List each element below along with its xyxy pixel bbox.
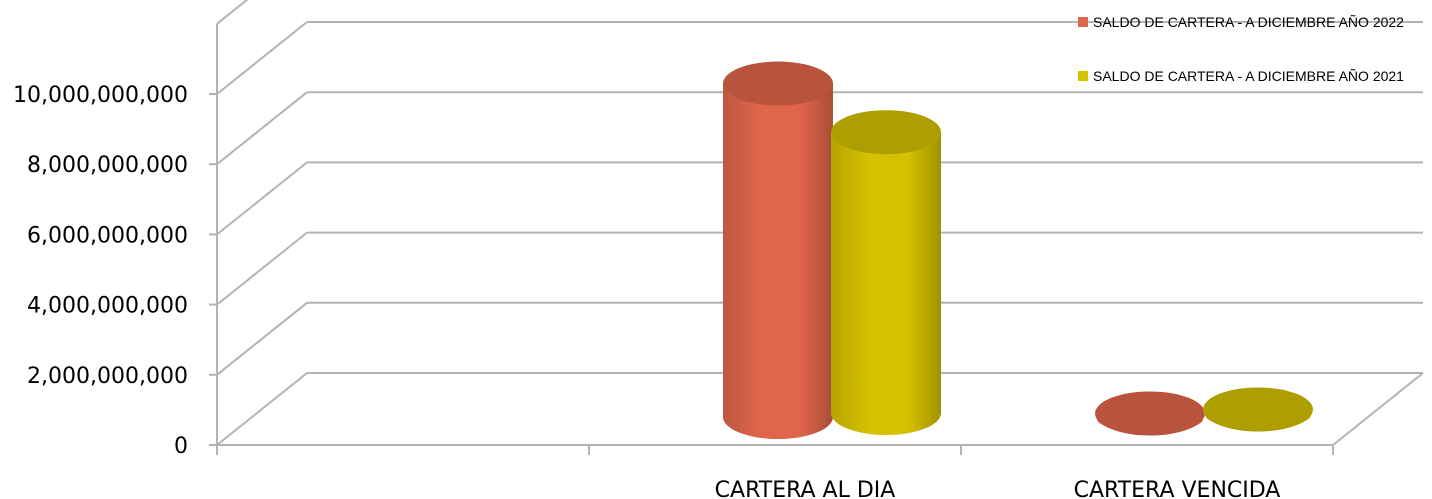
side-wall-line-top [216, 0, 249, 25]
legend-label-2021: SALDO DE CARTERA - A DICIEMBRE AÑO 2021 [1093, 68, 1404, 84]
bar-top-2-0 [1095, 391, 1205, 436]
bar-1-0 [723, 61, 833, 440]
y-tick-label-0: 0 [174, 434, 188, 459]
y-tick-label-1: 2,000,000,000 [27, 364, 188, 389]
legend: SALDO DE CARTERA - A DICIEMBRE AÑO 2022 … [1078, 14, 1404, 84]
y-tick-label-4: 8,000,000,000 [27, 153, 188, 178]
y-tick-label-3: 6,000,000,000 [27, 223, 188, 248]
side-wall-line-3 [216, 161, 308, 236]
side-wall-line-0 [216, 372, 308, 446]
legend-swatch-2021 [1078, 71, 1088, 81]
x-tick-label-2: CARTERA VENCIDA [1074, 478, 1281, 499]
bar-top-2-1 [1203, 387, 1313, 432]
bar-1-1 [831, 110, 941, 435]
legend-label-2022: SALDO DE CARTERA - A DICIEMBRE AÑO 2022 [1093, 14, 1404, 30]
x-tick-label-1: CARTERA AL DIA [715, 478, 896, 499]
bar-2-1 [1203, 387, 1313, 432]
bar-body-1-0 [723, 83, 833, 440]
side-wall-line-5 [216, 21, 308, 95]
side-wall-line-1 [216, 302, 308, 376]
y-tick-label-5: 10,000,000,000 [13, 83, 188, 108]
bar-body-1-1 [831, 132, 941, 435]
labels-layer: 0 2,000,000,000 4,000,000,000 6,000,000,000… [13, 83, 1280, 499]
bar-top-1-0 [723, 61, 833, 106]
bar-2-0 [1095, 391, 1205, 436]
y-tick-label-2: 4,000,000,000 [27, 294, 188, 319]
axis-layer [209, 23, 1334, 455]
bars-layer [723, 61, 1313, 440]
side-wall-line-2 [216, 231, 308, 306]
legend-swatch-2022 [1078, 17, 1088, 27]
bar-top-1-1 [831, 110, 941, 155]
side-wall-line-4 [216, 91, 308, 165]
floor-right-edge [1332, 372, 1424, 446]
legend-item-2022: SALDO DE CARTERA - A DICIEMBRE AÑO 2022 [1078, 14, 1404, 30]
legend-item-2021: SALDO DE CARTERA - A DICIEMBRE AÑO 2021 [1078, 68, 1404, 84]
